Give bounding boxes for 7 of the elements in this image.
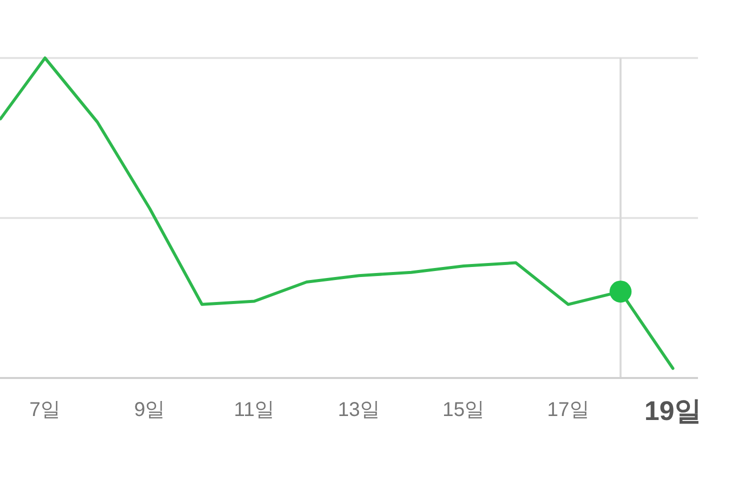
x-tick-label: 7일: [29, 399, 61, 421]
x-tick-label: 17일: [547, 399, 590, 421]
x-tick-label: 9일: [134, 399, 166, 421]
x-tick-label: 13일: [338, 399, 380, 421]
x-tick-label: 11일: [234, 399, 275, 421]
x-tick-label: 15일: [442, 399, 485, 421]
x-tick-label: 19일: [644, 396, 702, 426]
